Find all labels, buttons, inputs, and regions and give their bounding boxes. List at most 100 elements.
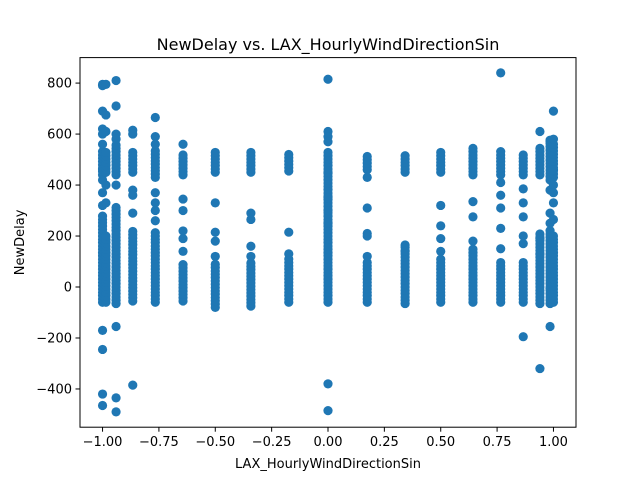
data-point — [468, 236, 478, 246]
data-point — [97, 344, 108, 355]
data-point — [323, 193, 333, 203]
data-point — [496, 257, 506, 268]
points-layer — [97, 68, 559, 417]
data-point — [362, 172, 372, 182]
data-point — [548, 165, 559, 175]
data-point — [111, 180, 121, 190]
data-point — [178, 194, 188, 204]
data-point — [436, 233, 446, 244]
data-point — [535, 126, 545, 137]
data-point — [548, 180, 559, 190]
data-point — [362, 231, 372, 241]
y-tick-label: −400 — [36, 382, 72, 397]
data-point — [518, 231, 528, 241]
y-tick-label: 800 — [47, 77, 72, 92]
data-point — [323, 147, 333, 158]
data-point — [101, 147, 111, 158]
data-point — [323, 137, 333, 147]
data-point — [496, 244, 506, 254]
data-point — [496, 177, 506, 188]
data-point — [111, 321, 121, 332]
y-tick-label: 200 — [47, 230, 72, 245]
data-point — [128, 147, 138, 158]
data-point — [97, 389, 108, 399]
data-point — [362, 251, 372, 262]
data-point — [436, 147, 446, 158]
data-point — [97, 188, 108, 198]
data-point — [518, 239, 528, 249]
x-tick-label: −0.50 — [195, 435, 235, 450]
data-point — [496, 203, 506, 213]
data-point — [246, 214, 256, 225]
data-point — [178, 139, 188, 149]
y-tick-label: 400 — [47, 179, 72, 194]
data-point — [97, 211, 108, 221]
data-point — [150, 139, 160, 149]
data-point — [111, 101, 121, 111]
data-point — [210, 236, 220, 246]
data-point — [111, 75, 121, 86]
data-point — [210, 198, 220, 208]
data-point — [323, 379, 333, 389]
x-tick-label: −0.25 — [252, 435, 292, 450]
data-point — [111, 393, 121, 403]
data-point — [246, 251, 256, 262]
data-point — [246, 147, 256, 158]
data-point — [518, 198, 528, 208]
x-tick-label: −0.75 — [139, 435, 179, 450]
data-point — [210, 227, 220, 237]
data-point — [535, 233, 545, 244]
data-point — [150, 228, 160, 238]
data-point — [101, 126, 111, 137]
data-point — [150, 146, 160, 156]
data-point — [111, 407, 121, 417]
x-tick-label: 0.75 — [483, 435, 512, 450]
data-point — [150, 205, 160, 216]
data-point — [548, 231, 559, 241]
data-point — [400, 240, 410, 250]
data-point — [128, 226, 138, 237]
data-point — [323, 74, 333, 84]
data-point — [548, 106, 559, 116]
data-point — [436, 246, 446, 256]
data-point — [150, 188, 160, 198]
data-point — [284, 227, 294, 237]
data-point — [178, 233, 188, 244]
y-axis-label: NewDelay — [13, 209, 28, 275]
data-point — [111, 134, 121, 144]
data-point — [128, 208, 138, 218]
data-point — [468, 244, 478, 254]
data-point — [468, 212, 478, 222]
data-point — [101, 231, 111, 241]
data-point — [496, 147, 506, 157]
data-point — [436, 200, 446, 211]
x-tick-label: 0.00 — [314, 435, 343, 450]
data-point — [210, 259, 220, 269]
data-point — [178, 226, 188, 236]
data-point — [128, 129, 138, 139]
data-point — [468, 143, 478, 153]
data-point — [210, 147, 220, 158]
data-point — [178, 205, 188, 216]
data-point — [518, 332, 528, 342]
data-point — [246, 258, 256, 268]
data-point — [101, 198, 111, 208]
data-point — [246, 241, 256, 251]
data-point — [97, 400, 108, 411]
data-point — [150, 198, 160, 208]
x-tick-label: −1.00 — [83, 435, 123, 450]
data-point — [178, 150, 188, 160]
data-point — [535, 249, 545, 259]
data-point — [362, 151, 372, 162]
data-point — [548, 198, 559, 208]
data-point — [101, 110, 111, 120]
data-point — [468, 197, 478, 207]
data-point — [150, 132, 160, 142]
data-point — [535, 143, 545, 153]
data-point — [111, 202, 121, 213]
data-point — [548, 214, 559, 225]
data-point — [284, 149, 294, 160]
data-point — [518, 257, 528, 268]
y-tick-label: 600 — [47, 128, 72, 143]
